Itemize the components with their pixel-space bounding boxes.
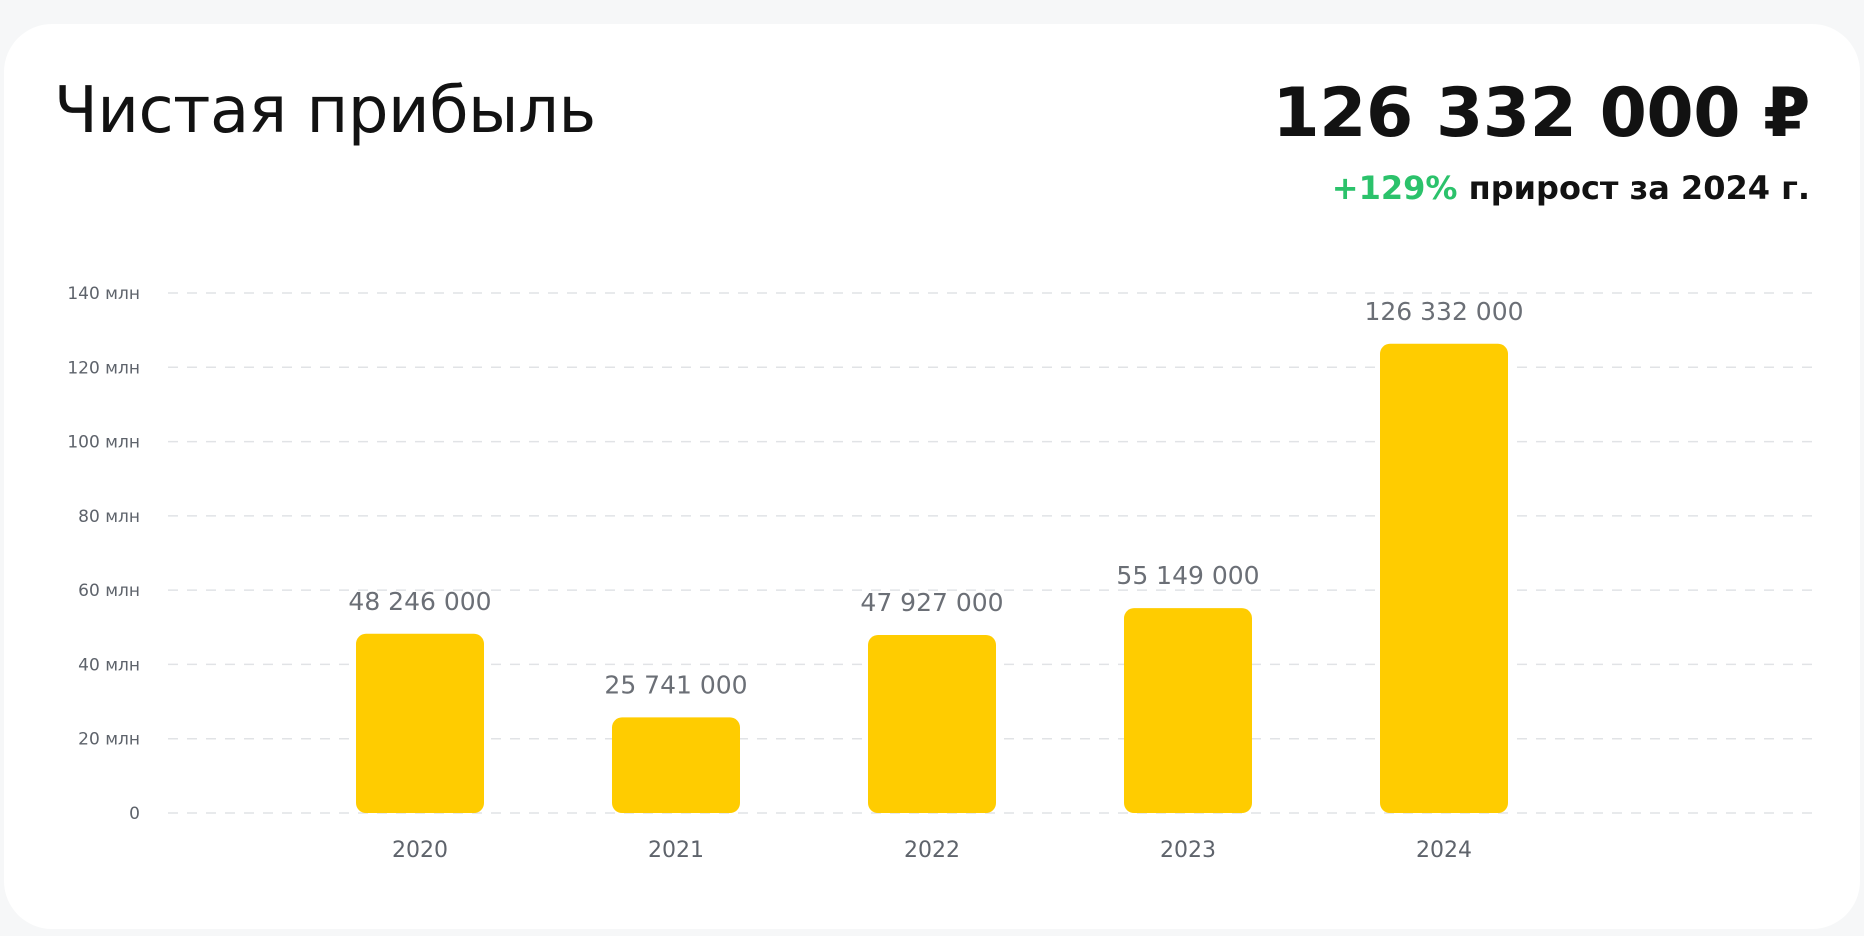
y-tick-label: 20 млн [78,730,140,750]
x-tick-label: 2022 [904,838,960,863]
x-tick-label: 2023 [1160,838,1216,863]
growth-percent: +129% [1331,169,1458,207]
y-tick-label: 100 млн [67,433,140,453]
bar [612,717,740,813]
data-label: 48 246 000 [348,587,491,616]
data-label: 126 332 000 [1364,297,1523,326]
total-value: 126 332 000 ₽ [1272,74,1810,153]
x-tick-label: 2021 [648,838,704,863]
bar [868,634,996,813]
y-tick-label: 120 млн [67,358,140,378]
bar [1124,608,1252,813]
y-tick-label: 140 млн [67,284,140,304]
y-tick-label: 60 млн [78,581,140,601]
y-tick-label: 40 млн [78,655,140,675]
data-label: 25 741 000 [604,670,747,699]
page-title: Чистая прибыль [54,74,596,148]
x-tick-label: 2024 [1416,838,1472,863]
bar [356,633,484,813]
data-label: 55 149 000 [1116,561,1259,590]
y-tick-label: 80 млн [78,507,140,527]
bar [1380,343,1508,813]
data-label: 47 927 000 [860,588,1003,617]
growth-caption: прирост за 2024 г. [1457,169,1810,207]
x-tick-label: 2020 [392,838,448,863]
growth-line: +129% прирост за 2024 г. [1332,169,1810,207]
y-tick-label: 0 [129,804,140,824]
